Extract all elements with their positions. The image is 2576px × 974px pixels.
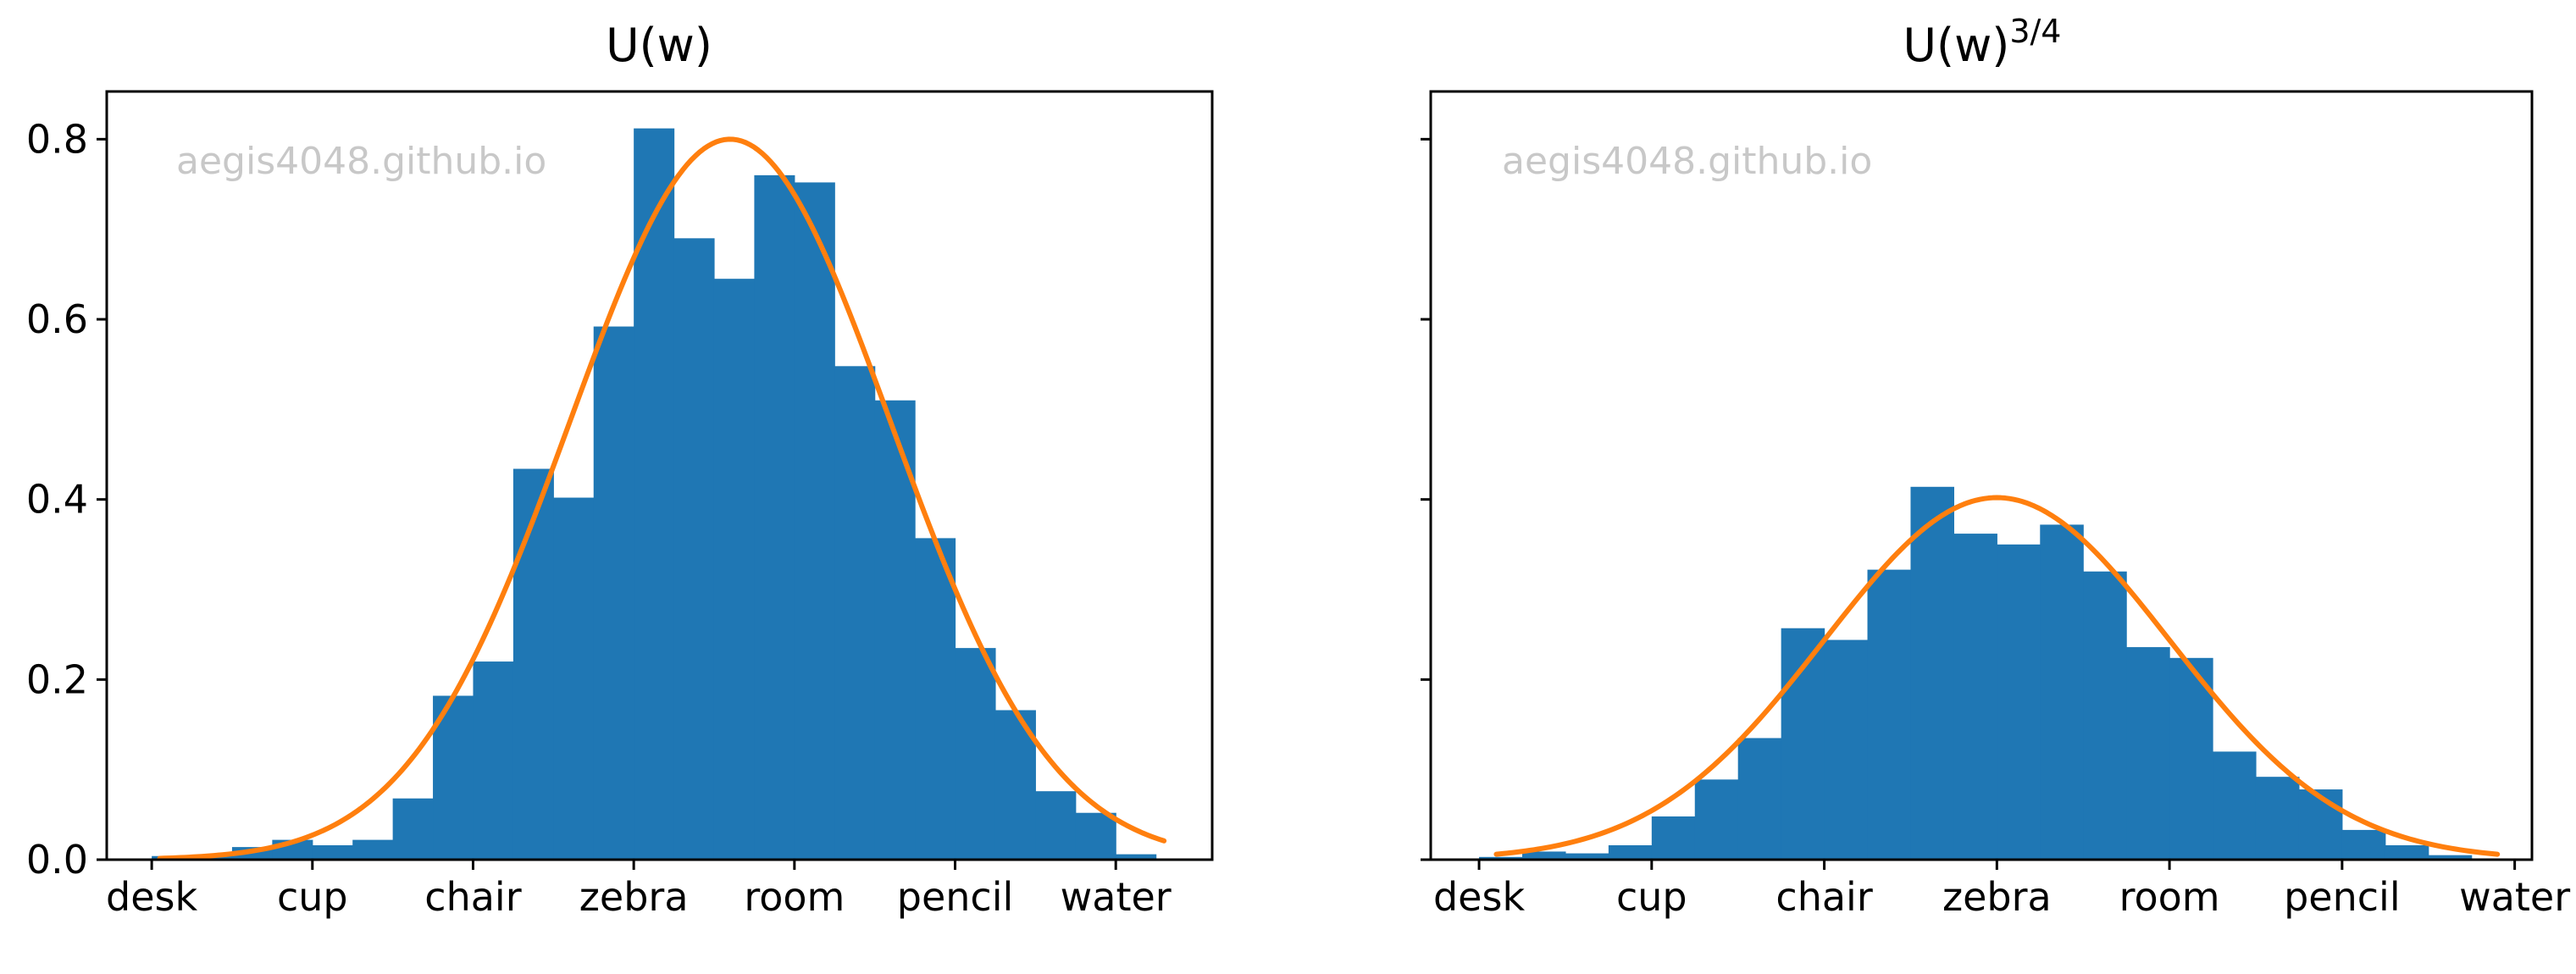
right-chart-x-tick-label: cup <box>1616 874 1687 920</box>
right-chart-bar <box>1521 851 1566 860</box>
left-chart-bar <box>593 326 634 860</box>
left-chart-y-tick-label: 0.4 <box>26 477 88 523</box>
left-chart-x-tick-label: cup <box>277 874 348 920</box>
right-chart-x-tick-label: water <box>2459 874 2570 920</box>
right-chart-bar <box>2428 855 2473 860</box>
right-chart-bar <box>1781 628 1825 860</box>
left-chart-bar <box>1075 812 1116 860</box>
right-chart-bar <box>2298 789 2343 860</box>
right-chart-bar <box>1694 779 1739 860</box>
right-chart-bar <box>1867 569 1912 860</box>
right-chart-bar <box>1997 544 2041 860</box>
right-chart-y-axis <box>1421 137 1431 861</box>
left-chart-x-tick-label: chair <box>424 874 521 920</box>
left-chart-bar <box>392 798 434 860</box>
right-chart-title-base: U(w) <box>1903 19 2010 72</box>
right-chart-x-axis: desk cup chair zebra room pencil water <box>1433 860 2570 920</box>
left-chart-y-axis: 0.0 0.2 0.4 0.6 0.8 <box>26 116 107 883</box>
right-chart-bar <box>2213 751 2257 860</box>
right-chart-x-tick-label: chair <box>1776 874 1872 920</box>
left-chart-bar <box>955 648 996 860</box>
right-chart-curve-layer <box>1493 495 2501 857</box>
left-chart-curve-layer <box>157 136 1167 861</box>
right-chart-x-tick-label: zebra <box>1942 874 2052 920</box>
left-chart-bar <box>634 128 675 861</box>
right-chart-bar <box>2126 647 2170 860</box>
left-chart-bar <box>352 839 394 860</box>
left-chart-bar <box>1116 854 1157 860</box>
right-chart: U(w)3/4 aegis4048.github.io desk cup chair… <box>1421 13 2570 920</box>
right-chart-bar <box>1953 534 1997 860</box>
left-chart-bar <box>512 468 554 860</box>
left-chart-bar <box>834 366 876 860</box>
left-chart-x-tick-label: desk <box>106 874 197 920</box>
left-chart-x-axis: desk cup chair zebra room pencil water <box>106 860 1172 920</box>
left-chart-title: U(w) <box>606 19 712 72</box>
left-chart: U(w) aegis4048.github.io 0.0 0.2 0.4 0.6 0.8… <box>26 19 1214 920</box>
right-chart-x-tick-label: room <box>2119 874 2220 920</box>
right-chart-bar <box>1910 486 1954 860</box>
right-chart-x-tick-label: desk <box>1433 874 1525 920</box>
left-chart-bars <box>152 128 1157 861</box>
left-chart-bar <box>473 661 514 860</box>
right-chart-bar <box>1737 738 1782 860</box>
left-chart-bar <box>794 182 835 860</box>
right-chart-bar <box>2040 524 2084 860</box>
left-chart-bar <box>312 844 353 860</box>
right-chart-bar <box>2385 844 2429 860</box>
right-chart-bar <box>1479 856 1523 860</box>
right-chart-bar <box>2083 571 2127 860</box>
right-chart-x-tick-label: pencil <box>2284 874 2401 920</box>
right-chart-watermark: aegis4048.github.io <box>1502 140 1872 183</box>
left-chart-y-tick-label: 0.0 <box>26 837 88 883</box>
right-chart-frame <box>1429 90 2534 861</box>
right-chart-bar <box>1608 844 1653 860</box>
left-chart-watermark: aegis4048.github.io <box>176 140 546 183</box>
left-chart-x-tick-label: pencil <box>897 874 1014 920</box>
right-chart-bar <box>1824 639 1869 860</box>
left-chart-x-tick-label: room <box>744 874 845 920</box>
left-chart-fit-curve <box>157 136 1167 861</box>
right-chart-bar <box>2255 777 2300 860</box>
left-chart-bar <box>553 497 595 860</box>
right-chart-bars <box>1479 486 2473 860</box>
right-chart-title-exponent: 3/4 <box>2009 13 2061 50</box>
left-chart-x-tick-label: zebra <box>579 874 689 920</box>
left-chart-frame <box>105 90 1214 861</box>
left-chart-bar <box>1035 791 1077 860</box>
right-chart-bar <box>2341 829 2386 860</box>
left-chart-bar <box>713 279 756 860</box>
right-chart-fit-curve <box>1493 495 2501 857</box>
left-chart-y-tick-label: 0.6 <box>26 296 88 342</box>
right-chart-title: U(w)3/4 <box>1903 13 2062 72</box>
left-chart-x-tick-label: water <box>1061 874 1172 920</box>
left-chart-bar <box>915 538 956 860</box>
right-chart-bar <box>1651 816 1696 860</box>
left-chart-bar <box>673 238 715 860</box>
left-chart-y-tick-label: 0.2 <box>26 656 88 702</box>
left-chart-bar <box>754 174 795 860</box>
right-chart-bar <box>2169 657 2213 860</box>
right-chart-bar <box>1565 853 1609 860</box>
left-chart-y-tick-label: 0.8 <box>26 116 88 162</box>
